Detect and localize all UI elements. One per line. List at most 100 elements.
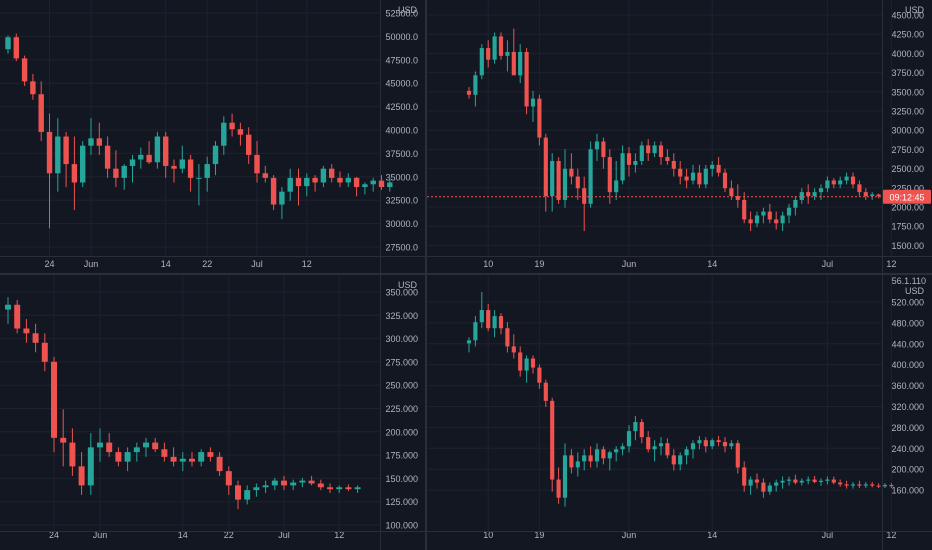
candle[interactable] [575,452,580,477]
candle[interactable] [646,431,651,453]
candle[interactable] [793,474,798,485]
candle[interactable] [825,476,830,485]
candle[interactable] [473,316,478,347]
candle[interactable] [336,485,343,493]
candle[interactable] [78,452,85,495]
candle[interactable] [87,433,94,495]
candle[interactable] [270,175,277,211]
candle[interactable] [838,176,843,189]
candle[interactable] [104,136,111,178]
candlestick-chart-svg[interactable]: 520.000 480.000 440.000 400.000 360.000 320.0… [427,275,932,550]
candle[interactable] [690,164,696,185]
candle[interactable] [97,428,103,462]
candle[interactable] [262,165,268,183]
candle[interactable] [537,364,542,389]
candle[interactable] [486,40,491,68]
candle[interactable] [767,203,772,224]
candle[interactable] [594,443,600,468]
candle[interactable] [818,184,824,200]
candle[interactable] [831,178,836,189]
candle[interactable] [479,291,484,329]
candle[interactable] [761,478,766,498]
candle[interactable] [646,139,651,161]
candle[interactable] [518,44,523,84]
candle[interactable] [594,133,600,161]
candle[interactable] [5,35,11,54]
candle[interactable] [710,160,715,177]
candle[interactable] [831,476,836,485]
candle[interactable] [524,355,529,383]
candle[interactable] [697,435,702,450]
candle[interactable] [146,141,152,165]
candle[interactable] [345,173,351,188]
candlestick-chart-svg[interactable]: 350.000 325.000 300.000 275.000 250.000 225.0… [0,275,425,550]
candle[interactable] [742,192,747,224]
candle[interactable] [370,177,376,192]
candle[interactable] [889,483,894,489]
candle[interactable] [466,86,472,99]
candle[interactable] [678,452,683,471]
candle[interactable] [562,443,568,507]
candle[interactable] [716,435,721,447]
candle[interactable] [198,449,205,467]
candle[interactable] [124,447,131,472]
candle[interactable] [550,397,555,492]
candle[interactable] [121,164,127,190]
vertical-divider[interactable] [425,0,427,550]
candle[interactable] [21,55,28,86]
candle[interactable] [678,160,683,185]
candle[interactable] [793,196,798,216]
candle[interactable] [152,437,159,453]
candle[interactable] [601,137,606,169]
candle[interactable] [133,442,140,462]
candle[interactable] [170,447,177,467]
candle[interactable] [511,334,516,359]
candlestick-chart-svg[interactable]: 52500.0 50000.0 47500.0 45000.0 42500.0 40000… [0,0,425,273]
candle[interactable] [850,172,856,189]
candle[interactable] [710,438,715,450]
candle[interactable] [80,141,86,188]
candle[interactable] [154,131,161,169]
candle[interactable] [761,207,766,224]
candle[interactable] [556,157,561,204]
candle[interactable] [179,145,185,174]
candle[interactable] [562,149,568,208]
candle[interactable] [304,173,310,197]
candle[interactable] [729,440,734,450]
candle[interactable] [626,146,632,177]
candle[interactable] [614,446,619,462]
chart-pane-bottom-right[interactable]: 520.000 480.000 440.000 400.000 360.000 320.0… [427,275,932,550]
candle[interactable] [96,122,102,155]
horizontal-divider[interactable] [0,273,932,275]
candle[interactable] [652,141,657,158]
candle[interactable] [187,154,194,192]
candle[interactable] [281,475,287,491]
candle[interactable] [246,127,252,165]
candle[interactable] [308,475,315,486]
candle[interactable] [41,333,48,372]
candle[interactable] [524,48,529,115]
candle[interactable] [492,310,497,338]
candle[interactable] [550,153,555,212]
candle[interactable] [722,168,728,193]
candle[interactable] [857,480,862,489]
candle[interactable] [876,483,881,489]
candle[interactable] [806,476,811,485]
candle[interactable] [106,433,113,457]
candle[interactable] [138,147,144,169]
candlestick-chart-svg[interactable]: 4500.00 4250.00 4000.00 3750.00 3500.00 3250.… [427,0,932,273]
candle[interactable] [614,160,619,200]
candle[interactable] [204,156,210,192]
candle[interactable] [295,168,302,206]
candle[interactable] [882,483,888,489]
candle[interactable] [5,297,11,324]
candle[interactable] [754,473,760,489]
candle[interactable] [229,113,235,137]
candle[interactable] [179,452,186,472]
candle[interactable] [13,33,19,62]
candle[interactable] [262,480,269,493]
candle[interactable] [582,176,587,232]
candle[interactable] [530,355,536,374]
candle[interactable] [221,116,227,155]
candle[interactable] [212,141,219,176]
